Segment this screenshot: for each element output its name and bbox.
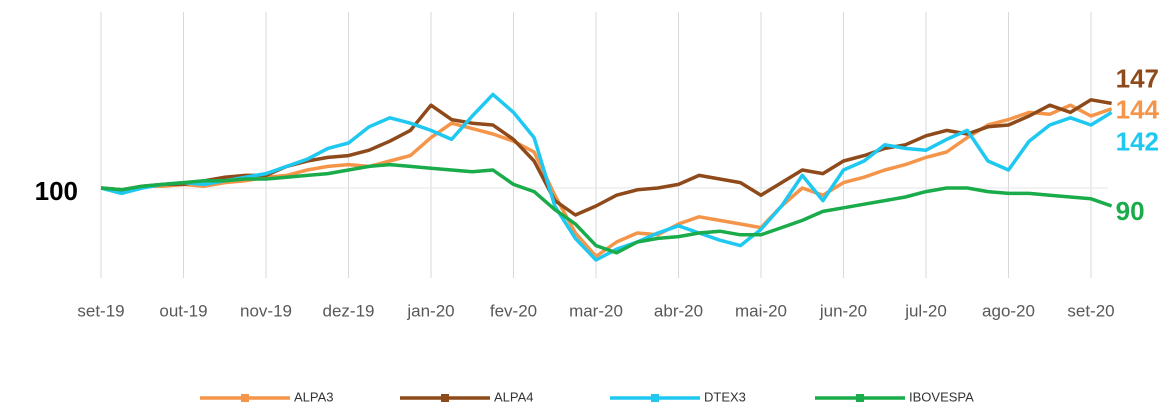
- end-label: 90: [1116, 196, 1145, 226]
- legend-marker: [441, 394, 449, 402]
- x-tick-label: mai-20: [735, 301, 787, 320]
- x-tick-label: set-20: [1067, 301, 1114, 320]
- x-tick-label: nov-19: [240, 301, 292, 320]
- legend-label: ALPA3: [294, 389, 334, 404]
- series-line: [100, 98, 1112, 217]
- legend-marker: [651, 394, 659, 402]
- x-tick-label: mar-20: [569, 301, 623, 320]
- end-label: 147: [1116, 63, 1159, 93]
- x-tick-label: set-19: [77, 301, 124, 320]
- x-tick-label: ago-20: [982, 301, 1035, 320]
- legend-label: IBOVESPA: [909, 389, 974, 404]
- x-tick-label: dez-19: [323, 301, 375, 320]
- x-tick-label: fev-20: [490, 301, 537, 320]
- x-tick-label: abr-20: [654, 301, 703, 320]
- x-tick-label: out-19: [159, 301, 207, 320]
- x-tick-label: jul-20: [904, 301, 947, 320]
- end-label: 142: [1116, 126, 1159, 156]
- x-tick-label: jun-20: [819, 301, 867, 320]
- legend-label: DTEX3: [704, 389, 746, 404]
- x-tick-label: jan-20: [406, 301, 454, 320]
- legend-marker: [241, 394, 249, 402]
- series-line: [100, 162, 1113, 255]
- end-label: 144: [1116, 95, 1160, 125]
- start-label: 100: [35, 176, 78, 206]
- series-line: [100, 103, 1113, 259]
- legend-label: ALPA4: [494, 389, 534, 404]
- series-line: [100, 92, 1113, 262]
- legend-marker: [856, 394, 864, 402]
